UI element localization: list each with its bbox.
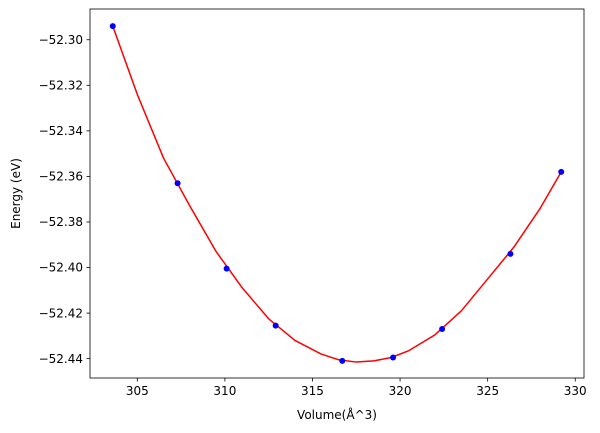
y-tick-label: −52.32 — [39, 79, 83, 93]
x-tick-label: 325 — [476, 384, 499, 398]
y-axis-label: Energy (eV) — [9, 158, 23, 229]
y-axis-ticks: −52.30 −52.32 −52.34 −52.36 −52.38 −52.40 −52.… — [39, 33, 90, 366]
y-tick-label: −52.40 — [39, 261, 83, 275]
x-axis-label: Volume(Å^3) — [297, 407, 377, 422]
y-tick-label: −52.42 — [39, 306, 83, 320]
x-tick-label: 320 — [389, 384, 412, 398]
y-tick-label: −52.30 — [39, 33, 83, 47]
y-tick-label: −52.36 — [39, 170, 83, 184]
y-tick-label: −52.34 — [39, 124, 83, 138]
x-tick-label: 315 — [301, 384, 324, 398]
y-tick-label: −52.44 — [39, 352, 83, 366]
data-point — [558, 168, 565, 175]
data-point — [109, 23, 116, 30]
fit-curve-line — [112, 25, 562, 363]
x-tick-label: 330 — [564, 384, 587, 398]
data-point — [272, 322, 279, 329]
x-tick-label: 310 — [213, 384, 236, 398]
y-tick-label: −52.38 — [39, 215, 83, 229]
data-point — [223, 265, 230, 272]
plot-marks — [109, 23, 565, 364]
axes-frame — [89, 8, 585, 379]
data-point — [174, 180, 181, 187]
data-point — [439, 326, 446, 333]
data-point — [390, 354, 397, 361]
x-axis-ticks: 305 310 315 320 325 330 — [126, 378, 587, 398]
data-point — [339, 357, 346, 364]
x-tick-label: 305 — [126, 384, 149, 398]
data-point — [507, 250, 514, 257]
